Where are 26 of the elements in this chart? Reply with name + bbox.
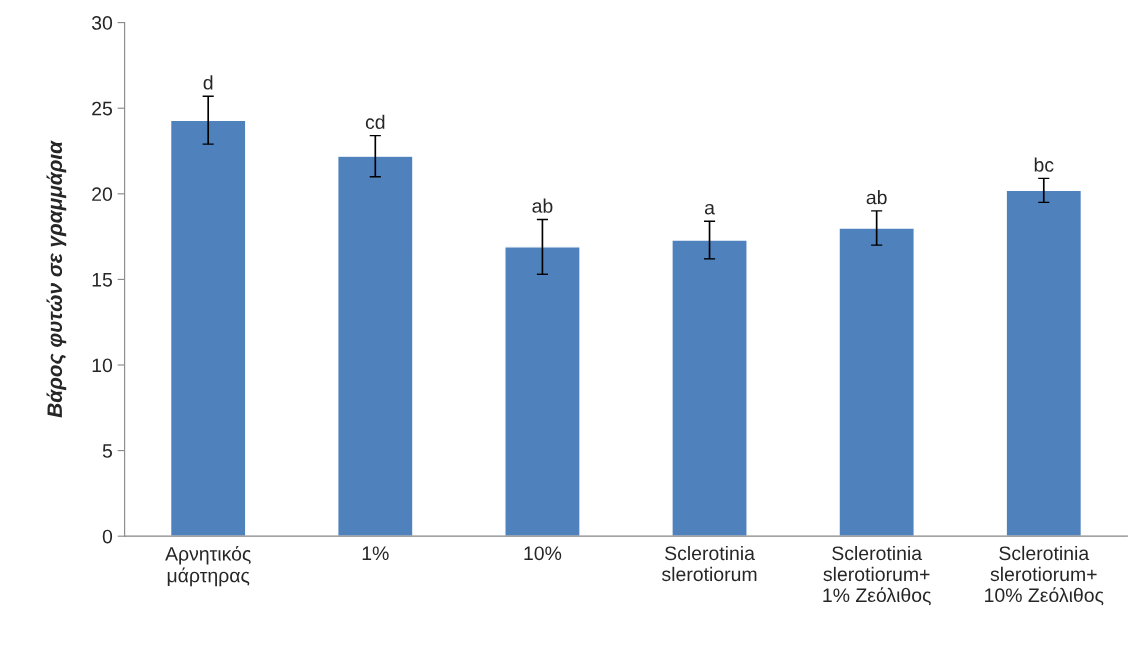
y-tick-label: 0 [102,529,113,544]
annotation: cd [365,114,385,129]
x-tick-label: Sclerotinia slerotiorum+ 1% Ζεόλιθος [823,545,931,606]
annotation: ab [866,190,887,205]
y-tick-label: 10 [92,358,113,373]
y-axis-title: Βάρος φυτών σε γραμμάρια [46,140,67,418]
y-tick-label: 30 [91,16,113,30]
bar [504,246,581,537]
bar [337,155,414,537]
y-tick-label: 5 [102,444,113,458]
y-tick-label: 20 [92,187,113,202]
annotation: d [203,75,213,90]
bar [169,119,247,537]
y-tick-label: 25 [92,101,113,116]
annotation: ab [532,198,553,213]
x-tick-label: Αρνητικός μάρτηρας [165,545,251,587]
y-tick-label: 15 [92,273,113,287]
x-tick-label: 10% [524,546,562,561]
bar [671,239,748,537]
x-tick-label: Sclerotinia slerotiorum+ 10% Ζεόλιθος [985,545,1104,606]
annotation: a [704,203,715,215]
x-tick-label: Sclerotinia slerotiorum [662,545,757,582]
bar [1005,189,1083,537]
annotation: bc [1034,157,1054,172]
x-tick-label: 1% [362,546,389,561]
bar [838,227,915,537]
